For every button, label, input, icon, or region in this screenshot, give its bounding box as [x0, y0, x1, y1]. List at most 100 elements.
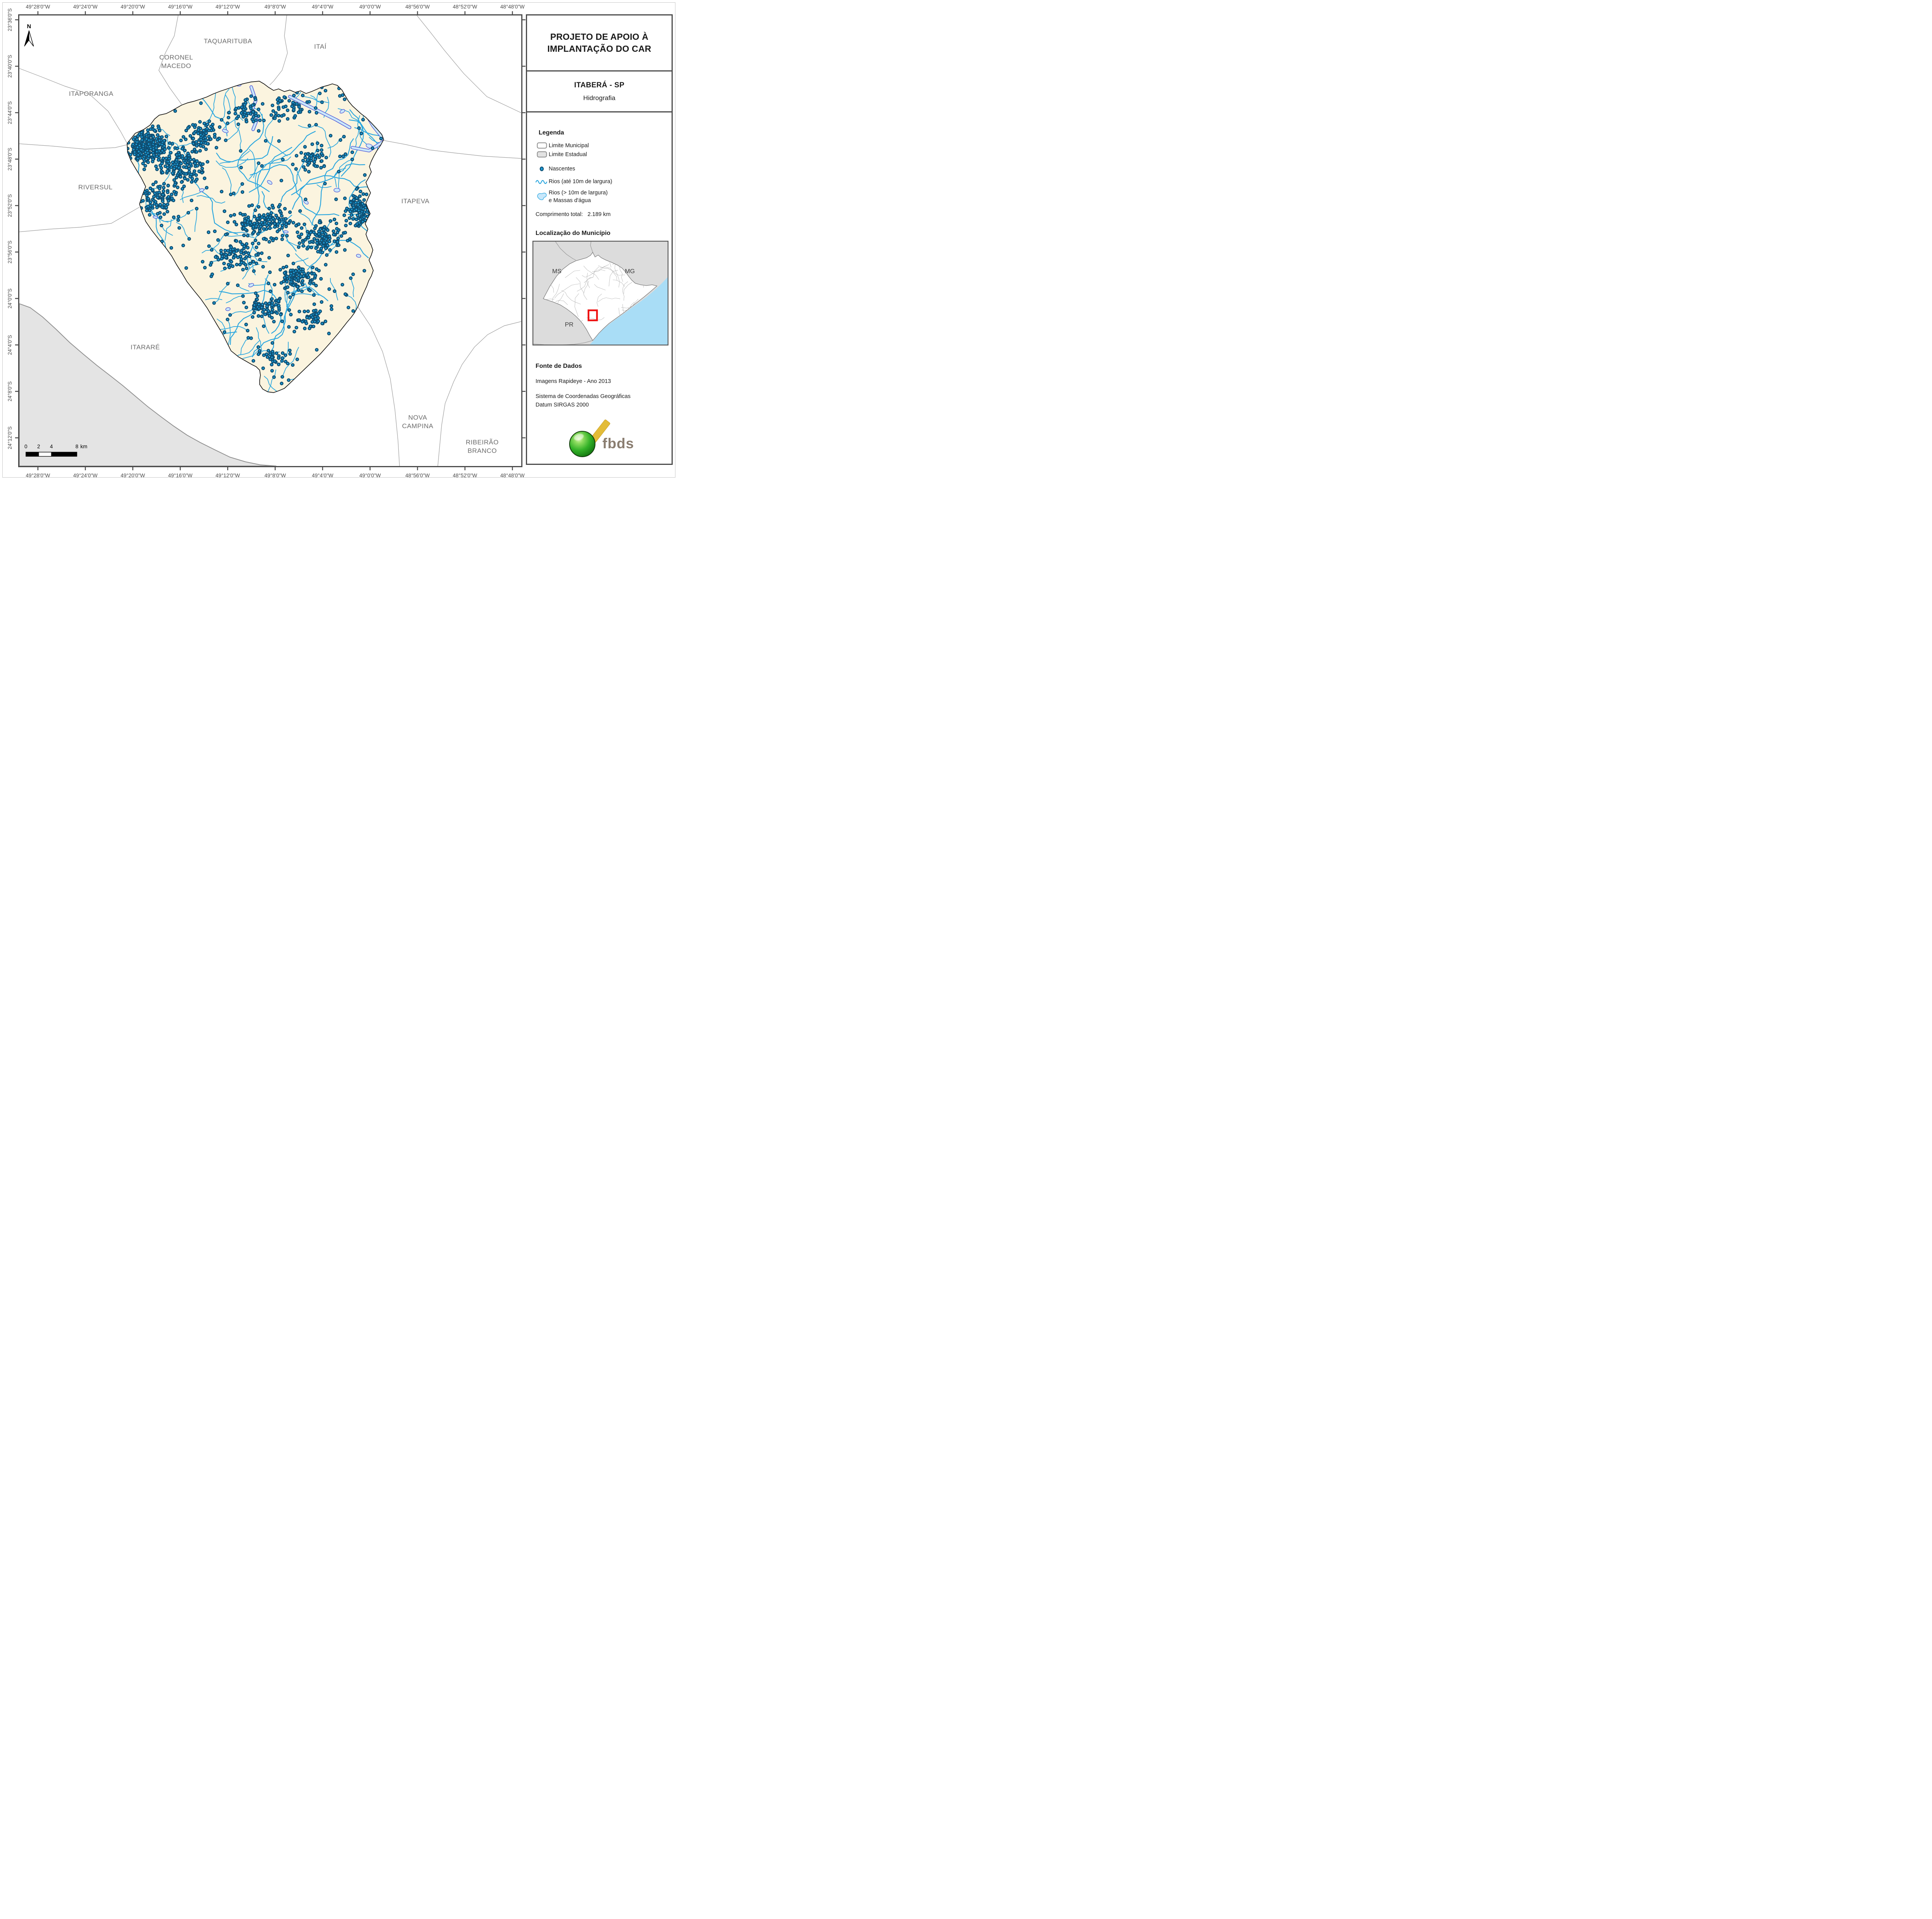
municipality-label: CORONEL MACEDO: [159, 54, 193, 70]
inset-sp-state: [543, 252, 658, 341]
lon-label-bottom: 49°24'0"W: [73, 473, 97, 478]
lon-label-top: 49°20'0"W: [121, 4, 145, 10]
lat-label-left: 23°36'0"S: [7, 9, 13, 31]
neighbor-boundaries: [19, 15, 521, 466]
legend-label-line2: e Massas d'água: [549, 197, 591, 204]
municipality-label: TAQUARITUBA: [204, 37, 252, 45]
legend-label-line1: Rios (> 10m de largura): [549, 190, 608, 196]
legend-item-nascentes: Nascentes: [535, 164, 667, 174]
lat-label-left: 23°40'0"S: [7, 55, 13, 78]
legend-label: Limite Municipal: [549, 142, 589, 149]
map-theme: Hidrografia: [583, 94, 616, 102]
lat-label-left: 23°48'0"S: [7, 148, 13, 170]
legend-label: Limite Estadual: [549, 151, 587, 158]
neighbor-labels: TAQUARITUBA ITAÍ CORONEL MACEDO ITAPORANGA RI…: [69, 37, 498, 454]
info-panel: PROJETO DE APOIO À IMPLANTAÇÃO DO CAR IT…: [526, 14, 673, 465]
legend-item-limite-municipal: Limite Municipal: [535, 141, 667, 150]
north-arrow: N: [24, 23, 34, 47]
lon-label-bottom: 48°56'0"W: [405, 473, 430, 478]
hydrography: [127, 81, 384, 393]
inset-state-label: PR: [565, 322, 573, 328]
limite-municipal-swatch: [535, 142, 549, 149]
scale-tick-label: 0: [24, 444, 27, 449]
map-sheet: TAQUARITUBA ITAÍ CORONEL MACEDO ITAPORANGA RI…: [0, 0, 678, 480]
scale-tick-label: 2: [37, 444, 40, 449]
lat-label-left: 24°4'0"S: [7, 335, 13, 355]
coordinate-system: Sistema de Coordenadas Geográficas: [536, 393, 631, 400]
total-length-label: Comprimento total:: [536, 211, 583, 218]
lon-label-bottom: 49°28'0"W: [26, 473, 50, 478]
data-source-line2: Sistema de Coordenadas Geográficas Datum…: [536, 392, 667, 409]
lon-label-top: 49°24'0"W: [73, 4, 97, 10]
legend-label: Rios (até 10m de largura): [549, 179, 612, 185]
lat-label-left: 23°56'0"S: [7, 241, 13, 264]
project-title-line2: IMPLANTAÇÃO DO CAR: [547, 44, 651, 54]
lon-label-bottom: 49°16'0"W: [168, 473, 192, 478]
lon-label-top: 49°28'0"W: [26, 4, 50, 10]
lon-label-top: 49°0'0"W: [359, 4, 381, 10]
subtitle-box: ITABERÁ - SP Hidrografia: [527, 71, 672, 112]
fbds-logo: fbds: [559, 418, 640, 461]
municipality-label: NOVA CAMPINA: [402, 414, 434, 430]
map-svg: TAQUARITUBA ITAÍ CORONEL MACEDO ITAPORANGA RI…: [7, 4, 526, 478]
municipality-label: ITAPEVA: [401, 197, 430, 205]
lon-label-top: 49°8'0"W: [264, 4, 286, 10]
lat-label-left: 23°52'0"S: [7, 194, 13, 217]
legend-heading: Legenda: [539, 129, 564, 136]
scale-tick-label: 8: [75, 444, 78, 449]
lon-label-bottom: 49°8'0"W: [264, 473, 286, 478]
inset-border: [532, 240, 669, 346]
project-title-line1: PROJETO DE APOIO À: [550, 32, 649, 42]
river-line-icon: [535, 179, 549, 184]
inset-state-line: [590, 240, 593, 253]
municipality-label: RIBEIRÃO BRANCO: [466, 439, 498, 454]
lon-label-top: 48°56'0"W: [405, 4, 430, 10]
lat-label-left: 24°8'0"S: [7, 381, 13, 401]
lon-label-top: 48°48'0"W: [500, 4, 525, 10]
inset-map: MS MG PR: [532, 240, 669, 347]
inset-ocean: [589, 276, 668, 345]
legend-item-massas-dagua: Rios (> 10m de largura) e Massas d'água: [535, 189, 667, 204]
location-heading: Localização do Município: [536, 230, 611, 236]
title-box: PROJETO DE APOIO À IMPLANTAÇÃO DO CAR: [527, 15, 672, 71]
scale-tick-label: 4: [50, 444, 53, 449]
municipality-title: ITABERÁ - SP: [574, 81, 625, 89]
municipality-outline: [127, 81, 384, 393]
panel-body: Legenda Limite Municipal Limite Estadual…: [527, 112, 672, 464]
legend-item-rios: Rios (até 10m de largura): [535, 177, 667, 187]
inset-state-line: [554, 240, 576, 260]
data-source-heading: Fonte de Dados: [536, 363, 582, 369]
legend-item-limite-estadual: Limite Estadual: [535, 150, 667, 159]
north-label: N: [27, 23, 31, 30]
logo-green-sphere: [569, 431, 595, 457]
lon-label-bottom: 48°48'0"W: [500, 473, 525, 478]
nascentes-dots: [127, 85, 383, 386]
scale-bar: 0 2 4 8 km: [24, 444, 87, 457]
municipality-label: ITARARÉ: [131, 344, 160, 351]
lon-label-bottom: 48°52'0"W: [453, 473, 477, 478]
municipality-label: ITAPORANGA: [69, 90, 113, 97]
inset-svg: MS MG PR: [532, 240, 669, 346]
datum: Datum SIRGAS 2000: [536, 402, 589, 408]
graticule: 49°28'0"W 49°28'0"W 49°24'0"W 49°24'0"W 49°2…: [7, 4, 526, 478]
lon-label-top: 49°12'0"W: [216, 4, 240, 10]
map-content: [19, 15, 521, 466]
water-body-icon: [535, 191, 549, 202]
lon-label-bottom: 49°12'0"W: [216, 473, 240, 478]
lon-label-bottom: 49°0'0"W: [359, 473, 381, 478]
inset-state-label: MS: [552, 268, 561, 275]
lon-label-bottom: 49°4'0"W: [312, 473, 333, 478]
total-length: Comprimento total: 2.189 km: [536, 211, 667, 218]
total-length-value: 2.189 km: [587, 211, 611, 218]
logo-text: fbds: [602, 436, 634, 451]
lon-label-top: 49°4'0"W: [312, 4, 333, 10]
legend-label: Nascentes: [549, 166, 575, 172]
map-canvas: TAQUARITUBA ITAÍ CORONEL MACEDO ITAPORANGA RI…: [7, 4, 526, 478]
lat-label-left: 24°12'0"S: [7, 426, 13, 449]
lon-label-bottom: 49°20'0"W: [121, 473, 145, 478]
limite-estadual-swatch: [535, 151, 549, 158]
municipality-label: ITAÍ: [314, 43, 327, 50]
scale-unit: km: [80, 444, 87, 449]
inset-municipality-locator: [587, 309, 598, 322]
state-boundary-parana: [19, 303, 277, 466]
